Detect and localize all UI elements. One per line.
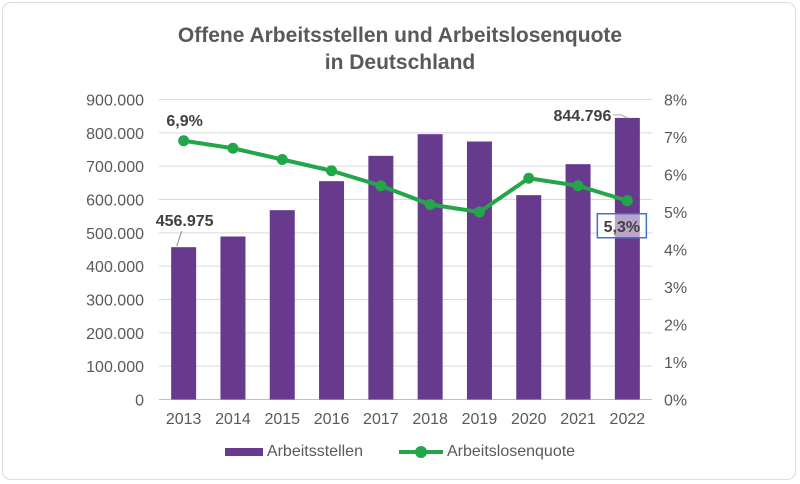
legend-bar-swatch-icon bbox=[224, 448, 263, 456]
legend: Arbeitsstellen Arbeitslosenquote bbox=[0, 443, 800, 461]
bar-2014 bbox=[220, 236, 246, 400]
bar-2016 bbox=[319, 181, 345, 400]
y-left-tick-label: 500.000 bbox=[86, 226, 144, 243]
data-label-box bbox=[596, 213, 648, 239]
line-series bbox=[178, 135, 633, 218]
line-point-2015 bbox=[276, 154, 288, 165]
y-left-tick-label: 400.000 bbox=[86, 259, 144, 276]
x-tick-label: 2015 bbox=[264, 411, 300, 428]
data-label-leader-line bbox=[613, 114, 628, 119]
chart-title-line2: in Deutschland bbox=[324, 51, 476, 74]
legend-label: Arbeitslosenquote bbox=[446, 443, 576, 460]
line-point-2013 bbox=[178, 135, 190, 147]
data-labels: 456.975 844.796 6,9% 5,3% bbox=[156, 108, 648, 247]
legend-item-arbeitslosenquote[interactable]: Arbeitslosenquote bbox=[398, 443, 576, 461]
x-tick-label: 2016 bbox=[314, 411, 350, 428]
y-right-tick-label: 4% bbox=[664, 243, 687, 260]
y-left-tick-label: 900.000 bbox=[86, 93, 144, 110]
y-right-tick-label: 8% bbox=[664, 93, 687, 110]
y-left-tick-label: 100.000 bbox=[86, 359, 144, 376]
bar-2022 bbox=[614, 117, 640, 400]
line-point-2016 bbox=[326, 165, 338, 177]
y-axis-left: 0 100.000 200.000 300.000 400.000 500.000 600.… bbox=[86, 93, 144, 410]
bar-2021 bbox=[565, 164, 591, 400]
bar-series bbox=[171, 117, 640, 400]
line-point-2019 bbox=[473, 206, 485, 218]
y-left-tick-label: 0 bbox=[135, 393, 144, 410]
y-right-tick-label: 7% bbox=[664, 130, 687, 147]
x-tick-label: 2017 bbox=[363, 411, 399, 428]
y-left-tick-label: 600.000 bbox=[86, 193, 144, 210]
bar-2015 bbox=[269, 210, 295, 400]
x-tick-label: 2022 bbox=[610, 411, 646, 428]
y-left-tick-label: 700.000 bbox=[86, 159, 144, 176]
data-label-bar: 844.796 bbox=[554, 108, 612, 125]
y-right-tick-label: 1% bbox=[664, 355, 687, 372]
y-left-tick-label: 200.000 bbox=[86, 326, 144, 343]
line-point-2020 bbox=[523, 172, 535, 184]
y-right-tick-label: 5% bbox=[664, 205, 687, 222]
legend-item-arbeitsstellen[interactable]: Arbeitsstellen bbox=[224, 443, 363, 461]
y-right-tick-label: 0% bbox=[664, 393, 687, 410]
y-right-tick-label: 2% bbox=[664, 318, 687, 335]
legend-line-swatch-icon bbox=[398, 445, 443, 459]
chart-title-line1: Offene Arbeitsstellen und Arbeitslosenqu… bbox=[177, 24, 623, 47]
legend-label: Arbeitsstellen bbox=[266, 443, 363, 460]
bar-2019 bbox=[466, 141, 492, 400]
y-right-tick-label: 3% bbox=[664, 280, 687, 297]
line-point-2014 bbox=[227, 142, 239, 154]
bar-2020 bbox=[516, 195, 542, 400]
x-tick-label: 2013 bbox=[166, 411, 202, 428]
data-label-line: 6,9% bbox=[166, 113, 202, 130]
x-tick-label: 2021 bbox=[560, 411, 596, 428]
chart-title: Offene Arbeitsstellen und Arbeitslosenqu… bbox=[0, 22, 800, 76]
x-tick-label: 2019 bbox=[462, 411, 498, 428]
y-right-tick-label: 6% bbox=[664, 168, 687, 185]
x-tick-label: 2014 bbox=[215, 411, 251, 428]
line-point-2021 bbox=[572, 180, 584, 192]
x-tick-label: 2018 bbox=[412, 411, 448, 428]
data-label-line: 5,3% bbox=[604, 219, 640, 236]
line-point-2017 bbox=[375, 180, 387, 192]
y-axis-right: 0% 1% 2% 3% 4% 5% 6% 7% 8% bbox=[664, 93, 687, 410]
line-point-2022 bbox=[621, 195, 633, 207]
y-left-tick-label: 800.000 bbox=[86, 126, 144, 143]
data-label-leader-line bbox=[176, 231, 183, 247]
bar-2017 bbox=[368, 155, 394, 400]
line-point-2018 bbox=[424, 199, 436, 210]
bar-2013 bbox=[171, 247, 197, 400]
x-axis: 2013 2014 2015 2016 2017 2018 2019 2020 2021 2022 bbox=[166, 411, 645, 428]
line-path bbox=[183, 138, 628, 214]
x-tick-label: 2020 bbox=[511, 411, 547, 428]
bar-2018 bbox=[417, 134, 443, 400]
y-left-tick-label: 300.000 bbox=[86, 293, 144, 310]
data-label-bar: 456.975 bbox=[156, 213, 214, 230]
